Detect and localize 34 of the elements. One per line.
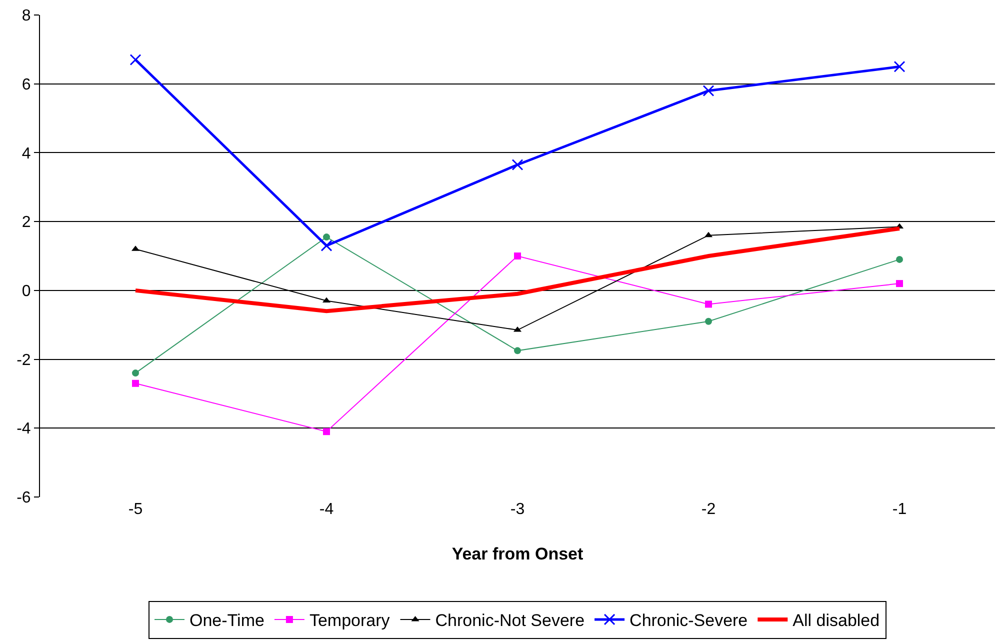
point <box>896 280 903 288</box>
x-axis-title: Year from Onset <box>452 544 584 564</box>
point <box>320 240 332 252</box>
x-tick-label: -2 <box>701 501 716 518</box>
point <box>702 84 714 96</box>
x-tick-label: -4 <box>319 501 334 518</box>
point <box>705 318 712 325</box>
point <box>130 54 142 66</box>
legend-label: All disabled <box>792 611 880 630</box>
point <box>705 300 712 308</box>
legend-label: Chronic-Severe <box>630 611 748 630</box>
point <box>514 347 521 354</box>
y-tick-label: -4 <box>16 420 31 438</box>
point <box>132 370 139 377</box>
point <box>323 234 330 241</box>
y-tick-label: -6 <box>16 490 31 507</box>
point <box>514 252 521 260</box>
y-tick-label: 8 <box>22 8 31 25</box>
x-tick-label: -1 <box>892 501 907 518</box>
point <box>323 428 330 436</box>
y-tick-label: 6 <box>22 76 31 94</box>
y-tick-label: 2 <box>22 214 31 232</box>
y-tick-label: 0 <box>22 283 31 300</box>
x-tick-label: -5 <box>128 501 143 518</box>
point <box>896 256 903 263</box>
point <box>894 60 906 72</box>
x-tick-label: -3 <box>510 501 525 518</box>
y-tick-label: 4 <box>22 145 31 162</box>
legend-label: Temporary <box>309 611 390 630</box>
point <box>512 159 524 171</box>
point <box>132 380 139 387</box>
legend-label: Chronic-Not Severe <box>435 611 585 630</box>
legend-label: One-Time <box>190 611 264 630</box>
y-tick-label: -2 <box>16 352 31 369</box>
